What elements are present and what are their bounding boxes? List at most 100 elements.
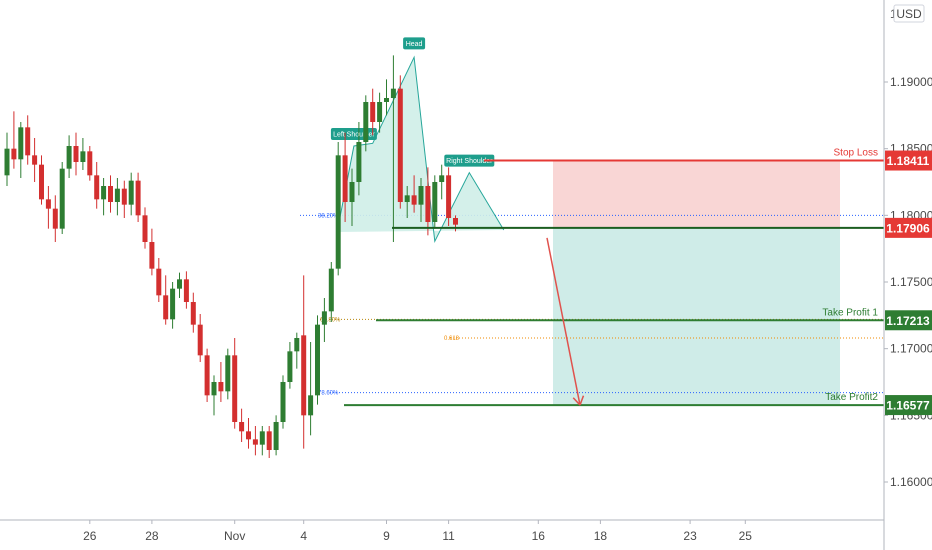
candle-body — [349, 182, 355, 202]
candle-body — [287, 351, 293, 382]
fib-label: 61.80% — [320, 317, 341, 323]
candle-body — [128, 180, 134, 205]
time-axis[interactable]: 26 28 Nov 4 9 11 16 18 23 25 — [0, 519, 884, 543]
candle-body — [377, 102, 383, 122]
candle-body — [190, 302, 196, 325]
pattern-label: Left Shoulder — [333, 132, 375, 139]
candle-body — [45, 199, 51, 209]
candle-body — [87, 151, 93, 176]
candle-body — [321, 311, 327, 325]
candle-body — [252, 439, 258, 445]
candle-body — [39, 164, 44, 200]
candle-body — [246, 431, 251, 440]
price-badge — [885, 310, 932, 331]
candle-body — [108, 186, 113, 202]
price-badge-text: 1.16577 — [886, 399, 930, 413]
candle-body — [170, 288, 176, 320]
candle-body — [280, 382, 286, 422]
candle-body — [356, 142, 362, 182]
arrow-shaft — [546, 237, 581, 406]
candle-body — [218, 382, 224, 392]
pattern-label: Head — [406, 41, 423, 48]
candle-body — [239, 422, 245, 432]
time-tick-label: Nov — [224, 529, 245, 543]
time-tick-label: 18 — [594, 529, 608, 543]
candlestick-series — [4, 55, 458, 458]
candle-body — [94, 175, 100, 200]
candle-body — [101, 186, 107, 200]
candle-body — [80, 151, 86, 162]
pattern-label-box — [444, 154, 495, 167]
fib-label: 0.618 — [444, 336, 460, 342]
candle-body — [259, 431, 265, 445]
candle-body — [204, 355, 210, 396]
candle-body — [439, 175, 445, 182]
candle-body — [273, 422, 279, 450]
price-badge — [885, 395, 932, 416]
price-badge-text: 1.18411 — [887, 154, 930, 168]
candle-body — [342, 155, 348, 202]
pattern-area — [337, 57, 504, 242]
pattern-outline — [336, 55, 505, 244]
time-tick-label: 11 — [442, 529, 455, 543]
candle-body — [328, 268, 334, 312]
price-badge — [885, 150, 932, 171]
candle-body — [73, 146, 79, 162]
candle-body — [18, 127, 24, 160]
candle-body — [225, 355, 231, 392]
candle-body — [211, 382, 217, 396]
candle-body — [32, 155, 38, 165]
take-profit-zone — [553, 227, 840, 406]
arrow-head — [579, 395, 585, 406]
candle-body — [52, 208, 58, 229]
candle-body — [59, 168, 65, 229]
candle-body — [453, 218, 458, 225]
candle-body — [266, 431, 272, 450]
currency-box — [893, 4, 925, 23]
time-tick-label: 16 — [532, 529, 546, 543]
level-name: Take Profit2 — [825, 392, 878, 403]
candle-body — [121, 188, 127, 205]
candle-body — [404, 195, 410, 202]
candle-body — [142, 215, 148, 242]
fib-label: 78.60% — [318, 391, 339, 397]
trade-zones — [553, 160, 840, 406]
fib-label: 38.20% — [318, 213, 339, 219]
time-tick-label: 4 — [300, 529, 307, 543]
stop-loss-zone — [553, 160, 840, 228]
price-tick-label: 1.16000 — [890, 475, 932, 489]
time-tick-label: 28 — [145, 529, 159, 543]
candle-body — [425, 186, 431, 222]
candle-body — [308, 395, 314, 416]
price-badge — [885, 217, 932, 238]
price-tick-label: 1.19000 — [890, 75, 932, 89]
candle-body — [177, 279, 182, 289]
candle-body — [25, 127, 31, 156]
pattern-label: Right Shoulder — [446, 158, 493, 165]
candle-body — [114, 188, 120, 202]
candle-body — [363, 102, 369, 142]
projection-arrow — [546, 237, 585, 406]
price-badge-text: 1.17906 — [886, 221, 930, 235]
time-tick-label: 23 — [683, 529, 697, 543]
level-name: Stop Loss — [834, 148, 878, 159]
candle-body — [397, 88, 403, 202]
candle-body — [411, 195, 417, 205]
candle-body — [384, 98, 389, 102]
candle-body — [418, 186, 424, 205]
candle-body — [149, 242, 155, 269]
arrow-head — [572, 397, 581, 406]
candle-body — [156, 268, 162, 296]
time-tick-label: 25 — [739, 529, 753, 543]
candle-body — [183, 279, 189, 302]
candle-body — [163, 295, 169, 320]
candle-body — [370, 102, 376, 122]
candle-body — [315, 324, 320, 396]
candle-body — [335, 155, 341, 269]
candle-body — [11, 148, 17, 160]
candle-body — [301, 335, 307, 416]
time-tick-label: 26 — [83, 529, 97, 543]
trade-levels — [344, 159, 884, 407]
pattern-label-box — [403, 37, 426, 50]
